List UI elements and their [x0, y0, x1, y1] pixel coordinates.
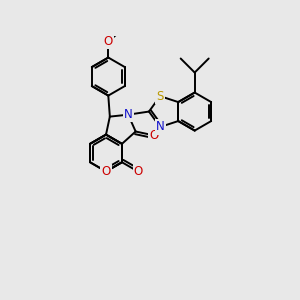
Text: O: O	[134, 165, 143, 178]
Text: N: N	[124, 108, 133, 121]
Text: O: O	[101, 165, 111, 178]
Text: N: N	[156, 120, 164, 134]
Text: O: O	[150, 129, 159, 142]
Text: O: O	[104, 35, 113, 48]
Text: S: S	[156, 90, 164, 103]
